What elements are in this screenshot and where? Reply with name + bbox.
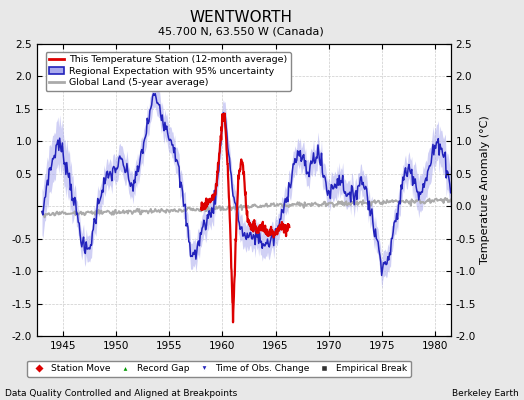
Text: WENTWORTH: WENTWORTH [190, 10, 292, 25]
Text: 45.700 N, 63.550 W (Canada): 45.700 N, 63.550 W (Canada) [158, 26, 324, 36]
Y-axis label: Temperature Anomaly (°C): Temperature Anomaly (°C) [480, 116, 490, 264]
Legend: Station Move, Record Gap, Time of Obs. Change, Empirical Break: Station Move, Record Gap, Time of Obs. C… [27, 360, 411, 377]
Text: Data Quality Controlled and Aligned at Breakpoints: Data Quality Controlled and Aligned at B… [5, 389, 237, 398]
Text: Berkeley Earth: Berkeley Earth [452, 389, 519, 398]
